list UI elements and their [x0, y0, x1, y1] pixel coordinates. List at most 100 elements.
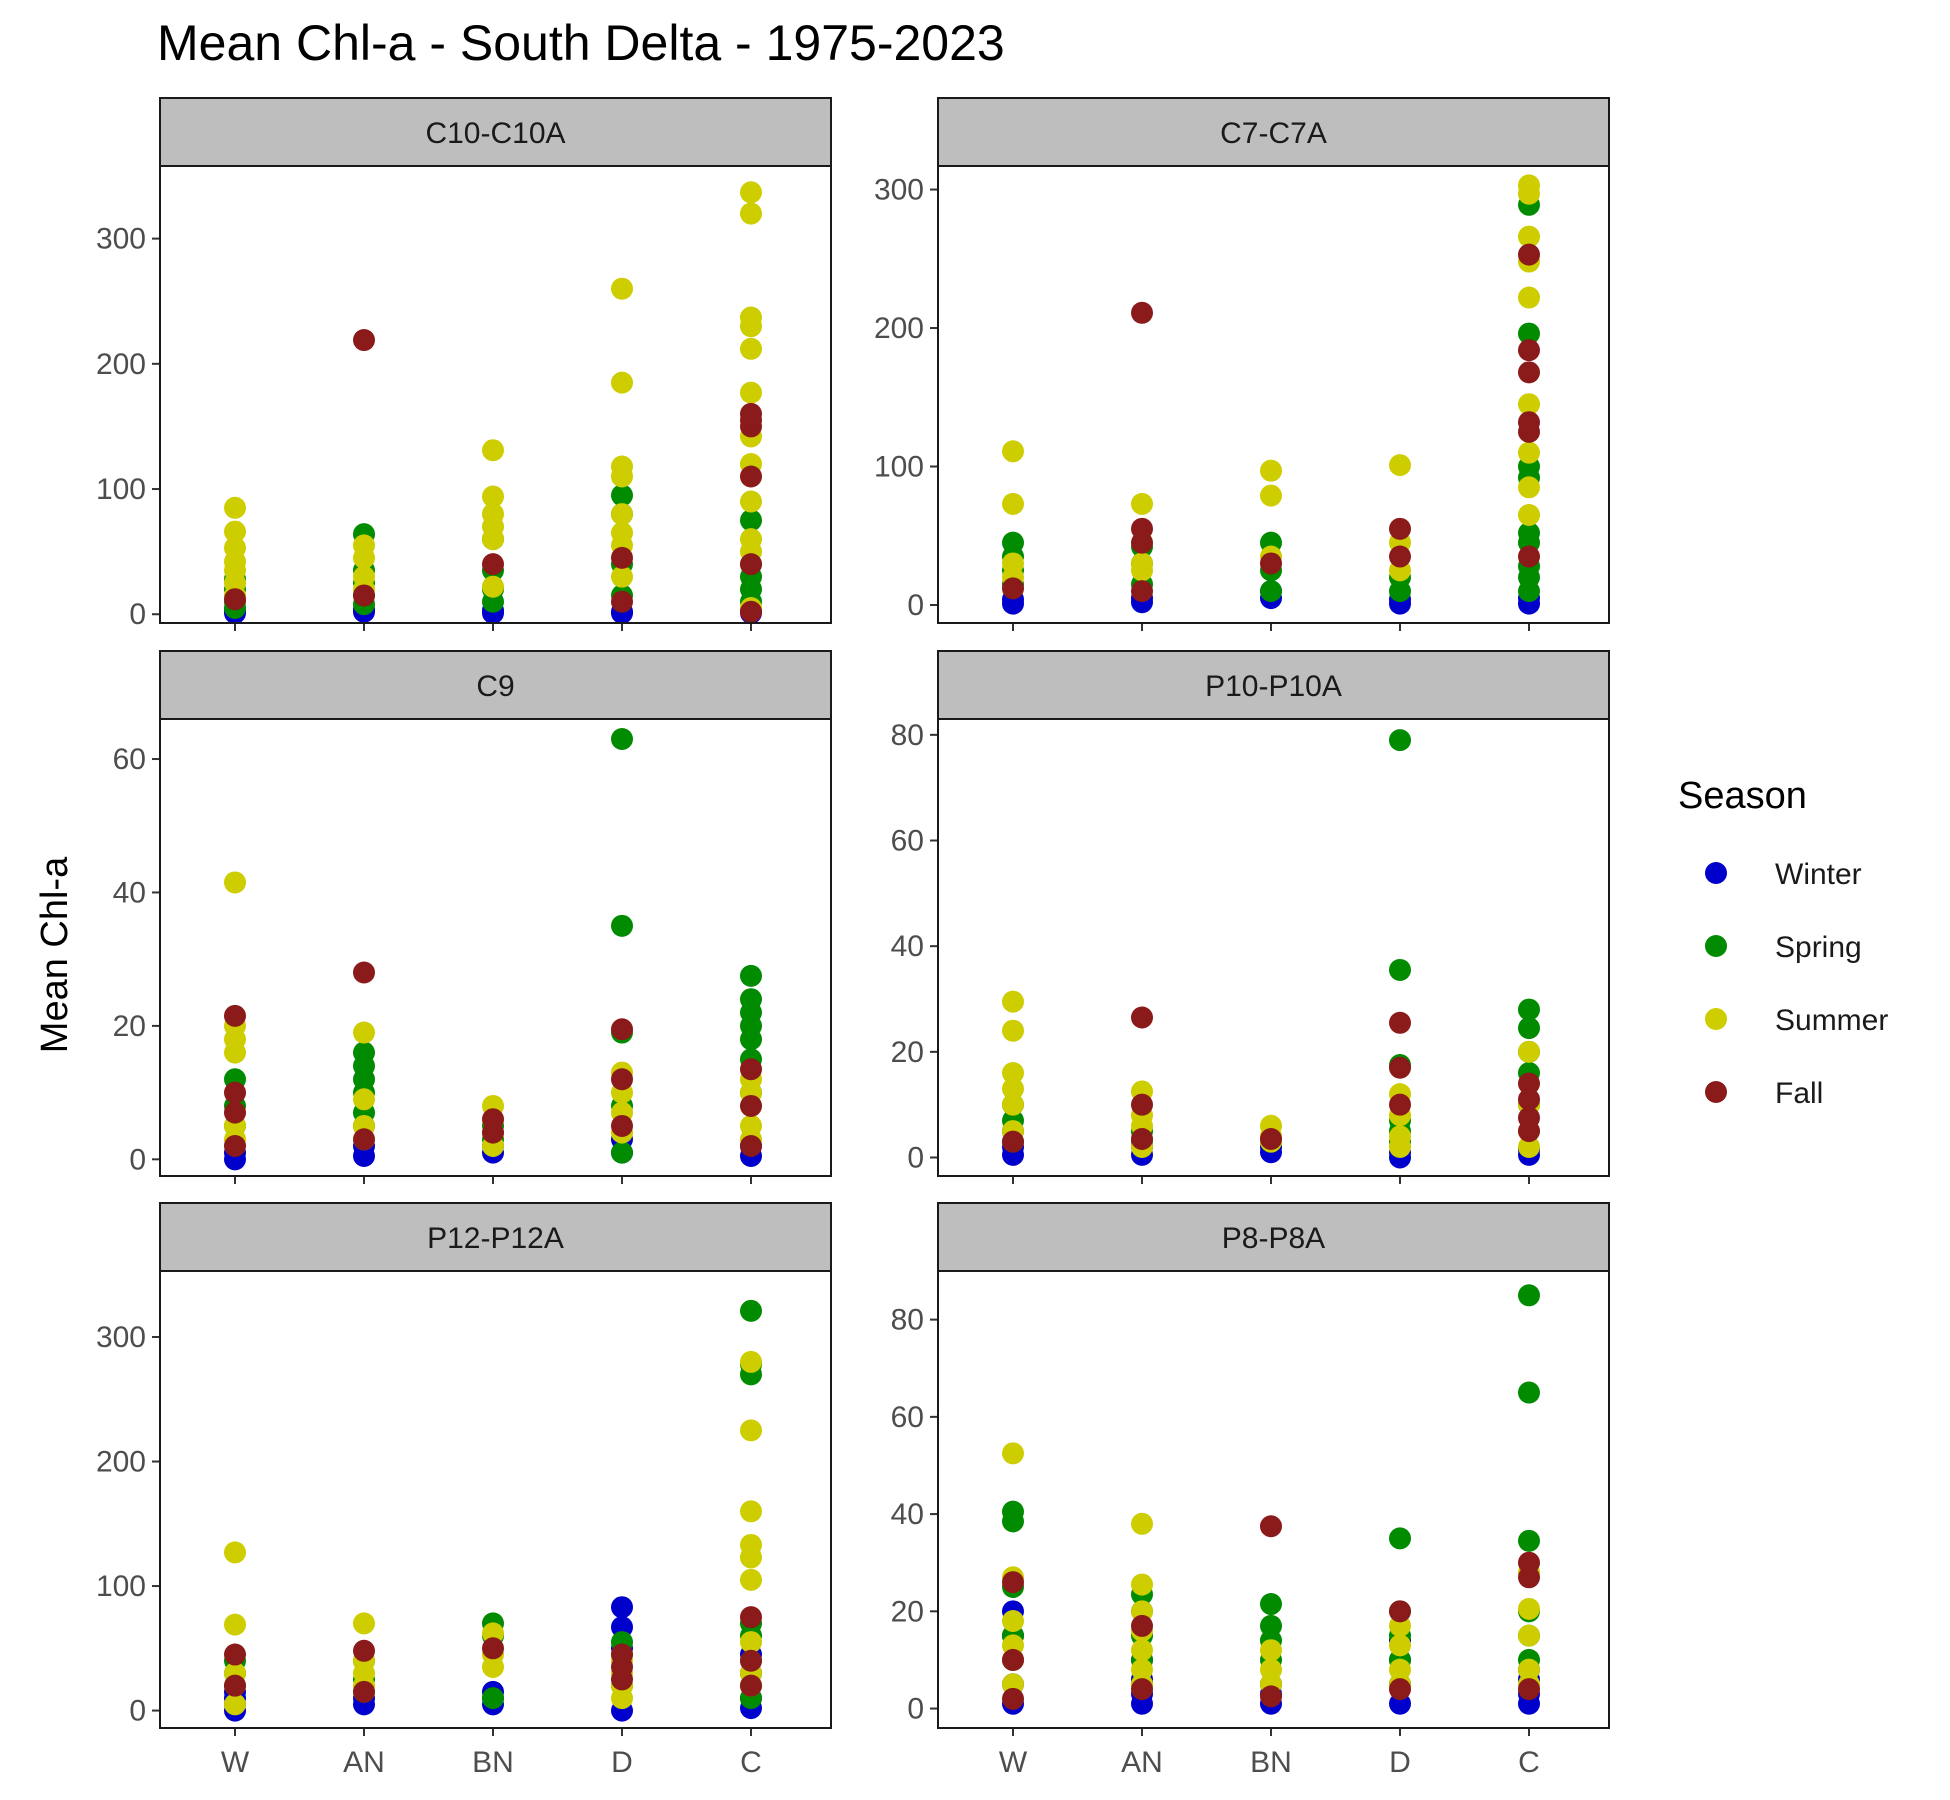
point-p8-p8a-summer-21	[1518, 1658, 1540, 1681]
legend-title: Season	[1678, 775, 1807, 817]
chart-title: Mean Chl-a - South Delta - 1975-2023	[157, 15, 1005, 71]
point-c7-c7a-summer-19	[1518, 225, 1540, 248]
point-p10-p10a-summer-1	[1002, 1093, 1024, 1116]
y-tick-label-p10-p10a-0: 0	[907, 1142, 924, 1175]
point-p12-p12a-fall-10	[740, 1606, 762, 1629]
point-p12-p12a-summer-0	[224, 1693, 246, 1716]
point-p10-p10a-summer-2	[1002, 1077, 1024, 1100]
point-c9-summer-5	[224, 871, 246, 894]
panel-border-p10-p10a	[937, 718, 1610, 1177]
point-c9-fall-5	[353, 961, 375, 984]
y-tick-label-p12-p12a-100: 100	[96, 1570, 146, 1603]
panel-border-p8-p8a	[937, 1270, 1610, 1729]
point-c9-summer-19	[740, 1114, 762, 1137]
panel-border-c7-c7a	[937, 165, 1610, 624]
point-c7-c7a-fall-6	[1389, 545, 1411, 568]
point-c10-c10a-fall-8	[740, 465, 762, 488]
panel-border-p12-p12a	[159, 1270, 832, 1729]
point-p12-p12a-fall-1	[224, 1643, 246, 1666]
point-p12-p12a-fall-4	[482, 1637, 504, 1660]
point-p10-p10a-fall-10	[1518, 1088, 1540, 1111]
point-p8-p8a-spring-4	[1002, 1500, 1024, 1523]
strip-label-c7-c7a: C7-C7A	[1220, 117, 1327, 150]
point-c10-c10a-summer-23	[611, 371, 633, 394]
point-p10-p10a-fall-11	[1518, 1072, 1540, 1095]
point-c10-c10a-summer-35	[740, 202, 762, 225]
point-c10-c10a-summer-22	[611, 455, 633, 478]
point-c7-c7a-fall-7	[1389, 517, 1411, 540]
point-c9-fall-10	[611, 1018, 633, 1041]
point-c7-c7a-fall-12	[1518, 339, 1540, 362]
x-tick-label-an: AN	[343, 1746, 385, 1779]
points-p8-p8a	[1002, 1284, 1540, 1715]
point-c7-c7a-summer-8	[1260, 484, 1282, 507]
y-tick-label-p8-p8a-80: 80	[891, 1304, 924, 1337]
point-c9-spring-22	[740, 964, 762, 987]
y-tick-label-c7-c7a-200: 200	[874, 312, 924, 345]
legend-key-fall	[1705, 1081, 1727, 1103]
point-p10-p10a-fall-4	[1260, 1128, 1282, 1151]
point-c7-c7a-summer-9	[1260, 459, 1282, 482]
point-p10-p10a-spring-11	[1389, 729, 1411, 752]
point-p8-p8a-spring-24	[1518, 1381, 1540, 1404]
point-p8-p8a-fall-8	[1389, 1600, 1411, 1623]
point-c9-spring-11	[611, 1141, 633, 1164]
point-c10-c10a-spring-21	[740, 509, 762, 532]
y-tick-label-c10-c10a-0: 0	[129, 598, 146, 631]
point-p8-p8a-spring-19	[1389, 1527, 1411, 1550]
y-tick-label-c9-0: 0	[129, 1143, 146, 1176]
point-c7-c7a-spring-19	[1518, 322, 1540, 345]
strip-label-p10-p10a: P10-P10A	[1205, 670, 1342, 703]
y-tick-label-c7-c7a-300: 300	[874, 174, 924, 207]
point-c10-c10a-summer-27	[740, 528, 762, 551]
point-p8-p8a-summer-11	[1131, 1573, 1153, 1596]
legend-label-fall: Fall	[1775, 1077, 1823, 1110]
point-c7-c7a-summer-5	[1131, 552, 1153, 575]
y-tick-label-c10-c10a-100: 100	[96, 473, 146, 506]
point-c7-c7a-fall-1	[1131, 580, 1153, 603]
points-c9	[224, 728, 762, 1171]
point-p8-p8a-fall-0	[1002, 1687, 1024, 1710]
point-p12-p12a-fall-9	[740, 1649, 762, 1672]
point-c7-c7a-spring-16	[1518, 521, 1540, 544]
panel-p8-p8a: P8-P8A 0 20 40 60 80 W AN BN D C	[891, 1202, 1610, 1779]
legend-label-spring: Spring	[1775, 931, 1862, 964]
point-c9-fall-1	[224, 1101, 246, 1124]
point-p10-p10a-fall-7	[1389, 1011, 1411, 1034]
legend-key-spring	[1705, 935, 1727, 957]
point-c7-c7a-summer-3	[1002, 440, 1024, 463]
y-tick-label-c7-c7a-0: 0	[907, 589, 924, 622]
points-p12-p12a	[224, 1299, 762, 1722]
point-c9-fall-2	[224, 1081, 246, 1104]
point-c10-c10a-summer-5	[224, 520, 246, 543]
point-c10-c10a-summer-4	[224, 536, 246, 559]
point-c7-c7a-fall-11	[1518, 361, 1540, 384]
point-p12-p12a-summer-20	[740, 1533, 762, 1556]
point-c7-c7a-summer-14	[1518, 476, 1540, 499]
point-c10-c10a-fall-6	[740, 600, 762, 623]
point-c7-c7a-fall-10	[1518, 411, 1540, 434]
point-c9-fall-11	[740, 1134, 762, 1157]
y-tick-label-p8-p8a-0: 0	[907, 1693, 924, 1726]
point-p10-p10a-summer-20	[1518, 1040, 1540, 1063]
x-tick-label-bn: BN	[1250, 1746, 1292, 1779]
point-p10-p10a-summer-14	[1389, 1125, 1411, 1148]
legend-label-summer: Summer	[1775, 1004, 1888, 1037]
point-c9-summer-9	[353, 1021, 375, 1044]
point-c9-summer-8	[353, 1088, 375, 1111]
point-p8-p8a-spring-13	[1260, 1614, 1282, 1637]
point-p10-p10a-summer-5	[1002, 990, 1024, 1013]
point-p10-p10a-summer-17	[1518, 1135, 1540, 1158]
point-p12-p12a-summer-23	[740, 1350, 762, 1373]
y-tick-label-c9-40: 40	[113, 876, 146, 909]
point-p8-p8a-fall-3	[1131, 1678, 1153, 1701]
y-tick-label-p10-p10a-80: 80	[891, 719, 924, 752]
point-c10-c10a-summer-17	[611, 565, 633, 588]
point-p8-p8a-spring-25	[1518, 1284, 1540, 1307]
point-p8-p8a-fall-9	[1518, 1678, 1540, 1701]
facet-panels: C10-C10A0100200300C7-C7A0100200300C90204…	[96, 97, 1610, 1779]
panel-p12-p12a: P12-P12A 0 100 200 300 W AN BN D C	[96, 1202, 832, 1779]
point-p10-p10a-fall-1	[1131, 1128, 1153, 1151]
point-p8-p8a-summer-17	[1389, 1658, 1411, 1681]
